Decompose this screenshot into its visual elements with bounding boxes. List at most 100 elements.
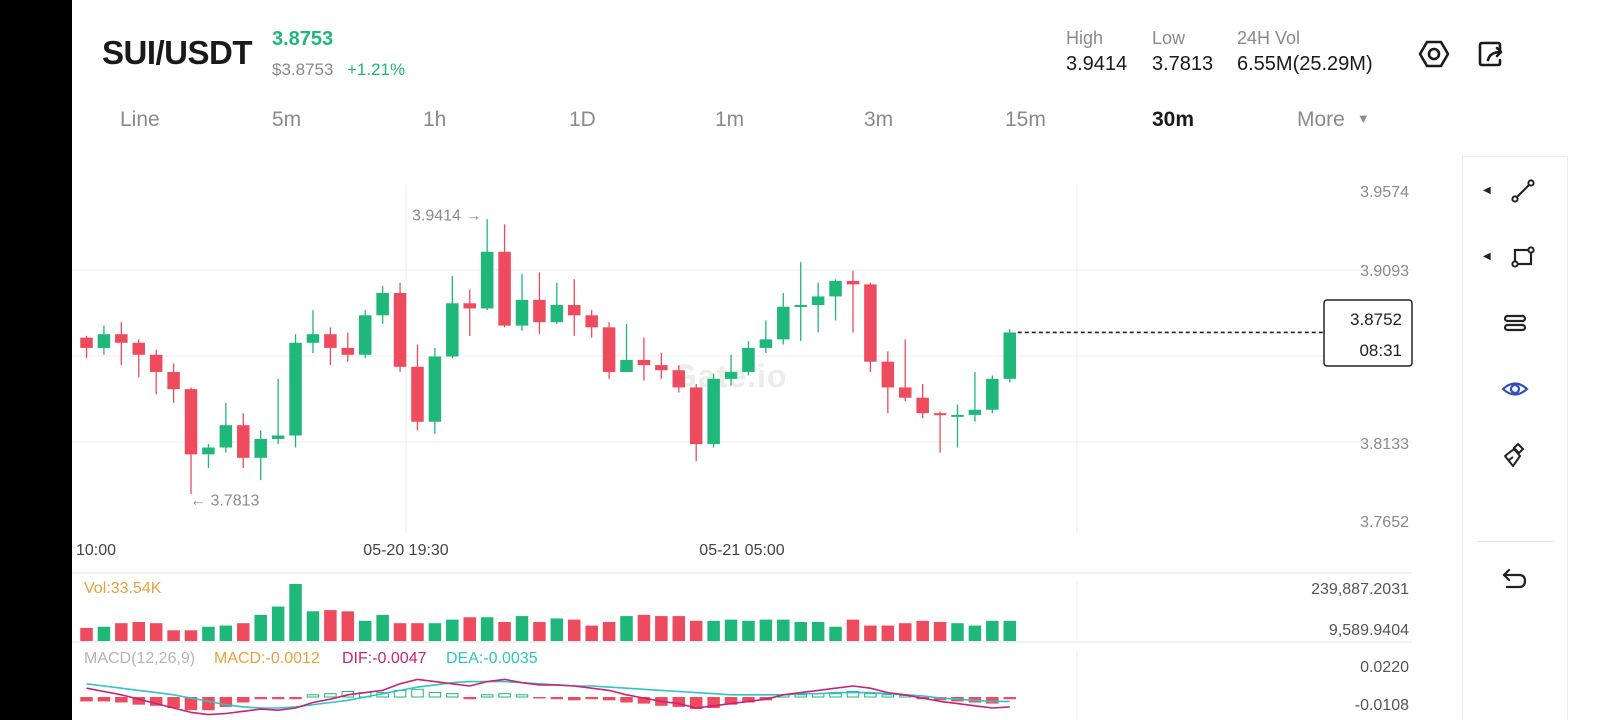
candle-body — [689, 387, 703, 445]
candle-body — [358, 315, 372, 355]
candle-body — [951, 414, 964, 417]
settings-icon[interactable] — [1416, 36, 1452, 72]
candle-body — [916, 397, 929, 414]
volume-bar — [986, 620, 999, 641]
candle-body — [986, 378, 999, 410]
tab-30m[interactable]: 30m — [1152, 108, 1195, 131]
time-axis-label: 05-21 05:00 — [699, 542, 785, 559]
volume-bar — [637, 614, 651, 641]
volume-bar — [864, 625, 877, 641]
candle-body — [811, 296, 825, 306]
volume-label: Vol:33.54K — [84, 580, 162, 597]
tab-line[interactable]: Line — [120, 108, 160, 131]
candle-body — [446, 303, 459, 357]
candle-body — [411, 366, 424, 422]
min-price-marker: ← 3.7813 — [190, 492, 259, 509]
tab-15m[interactable]: 15m — [1005, 108, 1046, 131]
candle-body — [393, 292, 407, 367]
candle-body — [1003, 332, 1017, 379]
macd-hist-bar — [463, 697, 476, 700]
tab-more[interactable]: More ▼ — [1297, 108, 1370, 132]
share-icon-graphic — [1478, 41, 1503, 67]
macd-hist-bar — [1003, 697, 1017, 700]
candle-body — [898, 387, 912, 398]
price-axis-label: 3.9093 — [1360, 263, 1409, 280]
candle-body — [794, 305, 807, 308]
low-stat: Low 3.7813 — [1152, 28, 1213, 76]
candle-body — [324, 334, 337, 348]
volume-bar — [585, 625, 598, 641]
candle-body — [533, 299, 546, 323]
tab-1d[interactable]: 1D — [569, 108, 596, 131]
trend-line-icon — [1511, 179, 1535, 203]
tab-1m[interactable]: 1m — [715, 108, 745, 131]
volume-bar — [951, 623, 964, 641]
macd-hist-bar — [237, 697, 250, 703]
clear-brush-icon — [1504, 442, 1525, 467]
volume-bar — [324, 610, 337, 641]
macd-hist-bar — [620, 697, 633, 703]
tab-1h[interactable]: 1h — [423, 108, 447, 131]
tool-rectangle[interactable]: ◀ — [1463, 231, 1567, 283]
high-value: 3.9414 — [1066, 53, 1128, 75]
volume-bar — [829, 626, 842, 641]
volume-bar — [811, 622, 825, 641]
macd-hist-bar — [480, 694, 494, 698]
kline-chart[interactable]: 3.9574 3.9093 3.8133 3.7652 10:00 05-20 19:30… — [72, 0, 1462, 720]
volume-bar — [149, 623, 163, 641]
volume-bar — [393, 623, 407, 641]
share-icon[interactable] — [1472, 36, 1508, 72]
volume-bar — [898, 623, 912, 641]
candle-body — [777, 306, 790, 340]
volume-bar — [724, 619, 738, 641]
candle-body — [864, 284, 877, 362]
volume-bar — [655, 616, 668, 641]
volume-bar — [97, 626, 111, 641]
macd-hist-bar — [881, 694, 895, 698]
macd-hist-bar — [324, 693, 337, 698]
candle-body — [759, 339, 773, 348]
tab-3m[interactable]: 3m — [864, 108, 894, 131]
volume-bar — [689, 620, 703, 641]
macd-hist-bar — [428, 692, 442, 698]
candle-body — [341, 347, 355, 355]
candle-body — [742, 347, 755, 372]
macd-hist-bar — [550, 697, 564, 700]
undo-icon — [1502, 568, 1527, 589]
volume-bar — [759, 619, 773, 641]
tool-trend-line[interactable]: ◀ — [1463, 165, 1567, 217]
volume-bar — [254, 614, 267, 641]
volume-bar — [620, 616, 633, 641]
macd-hist-bar — [132, 697, 146, 705]
macd-hist-bar — [515, 694, 529, 698]
volume-bar — [602, 622, 616, 641]
candle-body — [289, 342, 302, 436]
candle-body — [428, 356, 442, 422]
tool-undo[interactable] — [1463, 551, 1567, 603]
macd-hist-bar — [707, 697, 720, 708]
high-label: High — [1066, 28, 1104, 48]
tool-parallel-channel[interactable] — [1463, 297, 1567, 349]
volume-bar — [115, 623, 128, 641]
candle-body — [254, 438, 267, 458]
pair-title[interactable]: SUI/USDT — [102, 34, 253, 71]
tool-clear[interactable] — [1463, 429, 1567, 481]
volume-bar — [480, 617, 494, 641]
candle-countdown: 08:31 — [1359, 341, 1402, 360]
candle-body — [97, 334, 111, 348]
candle-body — [707, 378, 720, 445]
macd-hist-bar — [829, 693, 842, 698]
macd-hist-bar — [672, 697, 686, 707]
macd-hist-bar — [498, 693, 511, 698]
volume-bar — [968, 625, 982, 641]
macd-hist-bar — [254, 697, 267, 700]
candle-body — [585, 315, 598, 328]
app-window: SUI/USDT 3.8753 $3.8753 +1.21% High 3.94… — [72, 0, 1600, 720]
tab-5m[interactable]: 5m — [272, 108, 302, 131]
volume-bar — [358, 620, 372, 641]
candle-body — [306, 334, 320, 343]
macd-hist-bar — [271, 697, 285, 700]
macd-hist-bar — [568, 697, 581, 701]
candle-body — [620, 359, 633, 372]
tool-visibility[interactable] — [1463, 363, 1567, 415]
